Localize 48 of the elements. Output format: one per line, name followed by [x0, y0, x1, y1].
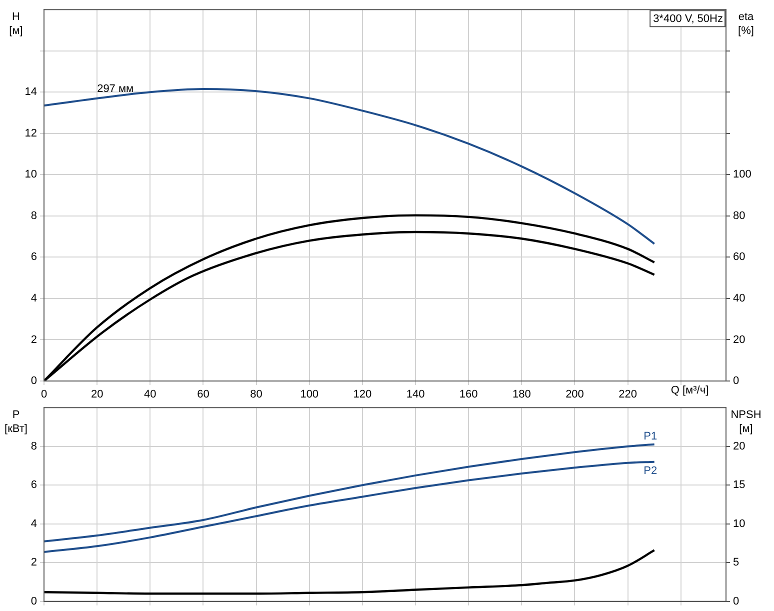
- y-tick-label: 2: [30, 334, 37, 346]
- y2-tick-label: 5: [733, 556, 740, 569]
- y-tick-label: 10: [24, 168, 37, 181]
- y-axis-title: P [кВт]: [4, 409, 28, 436]
- y-tick-label: 2: [30, 556, 37, 569]
- series-label: P2: [644, 464, 658, 477]
- y2-tick-label: 100: [733, 168, 752, 181]
- x-tick-label: 0: [40, 388, 48, 401]
- x-tick-label: 20: [90, 388, 104, 401]
- y-tick-label: 6: [30, 251, 37, 264]
- y2-tick-label: 15: [733, 479, 746, 492]
- y2-tick-label: 60: [733, 251, 746, 264]
- y2-tick-label: 40: [733, 292, 746, 304]
- y2-tick-label: 80: [733, 210, 746, 222]
- line-series: [44, 443, 656, 542]
- x-tick-label: 200: [566, 388, 584, 401]
- x-tick-label: 140: [406, 388, 425, 401]
- y2-tick-label: 0: [733, 595, 740, 608]
- y-tick-label: 6: [30, 479, 37, 492]
- x-tick-label: 60: [197, 388, 210, 401]
- y-tick-label: 0: [30, 595, 37, 608]
- annotation: 297 мм: [97, 82, 134, 95]
- x-axis-title: Q [м³/ч]: [670, 384, 709, 397]
- x-tick-label: 40: [144, 388, 156, 401]
- series-label: P1: [644, 430, 658, 442]
- y-tick-label: 14: [24, 86, 37, 98]
- y-tick-label: 12: [24, 127, 37, 140]
- y2-tick-label: 10: [733, 518, 746, 530]
- line-series: [44, 460, 656, 553]
- y-tick-label: 4: [30, 518, 37, 530]
- y2-tick-label: 20: [733, 334, 746, 346]
- y-tick-label: 4: [30, 292, 37, 304]
- y-axis-title: H [м]: [9, 11, 23, 38]
- line-series: [44, 549, 656, 595]
- y2-axis-title: eta [%]: [738, 11, 755, 38]
- y2-axis-title: NPSH [м]: [730, 409, 762, 436]
- x-tick-label: 160: [459, 388, 478, 401]
- chart-title: 3*400 V, 50Hz: [653, 13, 723, 26]
- x-tick-label: 100: [300, 388, 319, 401]
- y-tick-label: 8: [30, 210, 37, 222]
- y2-tick-label: 0: [733, 375, 740, 388]
- x-tick-label: 120: [353, 388, 372, 401]
- y2-tick-label: 20: [733, 440, 746, 452]
- x-tick-label: 180: [512, 388, 531, 401]
- y-tick-label: 8: [30, 440, 37, 452]
- y-tick-label: 0: [30, 375, 37, 388]
- x-tick-label: 220: [618, 388, 637, 401]
- x-tick-label: 80: [250, 388, 262, 401]
